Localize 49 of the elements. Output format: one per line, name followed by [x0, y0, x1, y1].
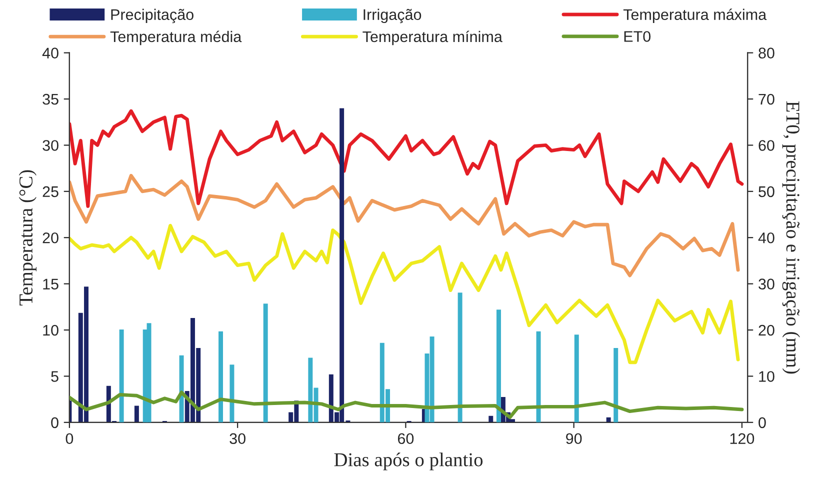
- bar: [488, 416, 494, 422]
- y-tick-label: 15: [43, 278, 58, 290]
- y-tick-label: 5: [51, 371, 58, 382]
- legend-label: ET0: [624, 31, 651, 42]
- line-series: [69, 109, 744, 208]
- y-tick-label: 20: [42, 232, 58, 244]
- bar: [263, 304, 268, 422]
- y2-tick-label: 40: [758, 232, 774, 244]
- bar: [614, 348, 618, 422]
- bar: [230, 364, 234, 422]
- bar: [496, 310, 501, 422]
- y-tick-label: 0: [51, 417, 58, 428]
- y2-tick-label: 20: [758, 324, 774, 336]
- y-tick-label: 25: [42, 186, 58, 198]
- y2-tick-label: 30: [758, 278, 774, 290]
- bar: [146, 323, 152, 422]
- y2-tick-label: 10: [759, 371, 774, 382]
- x-tick-label: 90: [566, 433, 582, 444]
- x-tick-label: 120: [730, 433, 754, 444]
- bar: [458, 292, 462, 422]
- line-series: [69, 224, 740, 364]
- y-tick-label: 35: [42, 94, 58, 105]
- x-tick-label: 0: [66, 433, 74, 444]
- y-tick-label: 10: [43, 324, 58, 336]
- bar: [179, 355, 184, 422]
- legend-label: Irrigação: [364, 8, 422, 24]
- y2-tick-label: 70: [758, 94, 774, 105]
- y2-tick-label: 60: [758, 140, 774, 151]
- y-axis-title: Temperatura (°C): [18, 170, 36, 306]
- bar: [536, 331, 541, 422]
- bar: [218, 331, 223, 422]
- x-tick-label: 30: [230, 433, 246, 444]
- bar: [574, 334, 579, 422]
- y2-tick-label: 0: [758, 417, 766, 428]
- y-tick-label: 40: [42, 48, 58, 58]
- line-series: [69, 390, 744, 420]
- legend-label: Precipitação: [111, 8, 194, 24]
- y2-tick-label: 80: [758, 48, 774, 58]
- x-tick-label: 60: [398, 433, 414, 444]
- y-tick-label: 30: [42, 140, 58, 151]
- bar: [134, 406, 139, 422]
- line-series: [69, 174, 740, 278]
- y2-tick-label: 50: [758, 186, 774, 198]
- y2-axis-title: ET0, precipitação e irrigação (mm): [782, 101, 800, 374]
- legend-label: Temperatura mínima: [362, 30, 502, 46]
- legend-label: Temperatura máxima: [623, 8, 767, 24]
- bar: [119, 330, 124, 422]
- legend-label: Temperatura média: [110, 30, 242, 46]
- x-axis-title: Dias após o plantio: [334, 452, 483, 470]
